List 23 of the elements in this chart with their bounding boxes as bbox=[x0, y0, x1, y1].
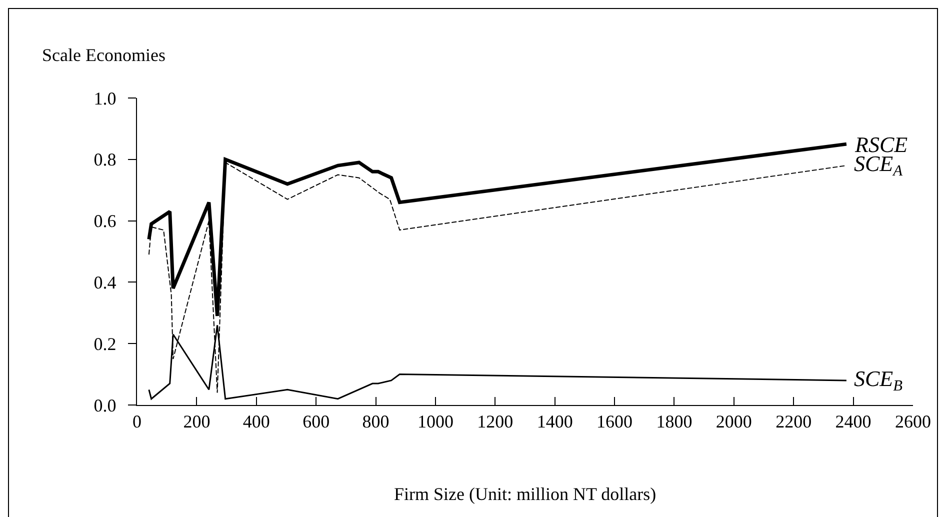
x-tick-label: 1400 bbox=[536, 412, 573, 432]
x-tick-label: 2200 bbox=[776, 412, 812, 432]
x-tick-label: 2400 bbox=[835, 412, 872, 432]
x-tick-label: 200 bbox=[183, 412, 210, 432]
y-tick-label: 0.4 bbox=[94, 272, 116, 292]
y-tick-label: 0.0 bbox=[94, 395, 116, 416]
y-tick-label: 0.2 bbox=[94, 334, 116, 354]
x-axis-title: Firm Size (Unit: million NT dollars) bbox=[394, 484, 656, 504]
x-tick-label: 1800 bbox=[656, 412, 692, 432]
y-axis-title: Scale Economies bbox=[42, 45, 166, 65]
x-tick-label: 1000 bbox=[417, 412, 454, 432]
series-label: SCE$_{B}$ bbox=[854, 366, 904, 395]
x-tick-label: 800 bbox=[362, 412, 390, 432]
y-tick-label: 0.8 bbox=[94, 150, 116, 170]
y-tick-label: 0.6 bbox=[94, 211, 116, 232]
x-tick-label: 600 bbox=[302, 412, 330, 432]
x-tick-label: 1600 bbox=[596, 412, 633, 432]
x-tick-label: 0 bbox=[132, 412, 142, 432]
x-tick-label: 1200 bbox=[477, 412, 514, 432]
y-tick-label: 1.0 bbox=[94, 88, 116, 108]
x-tick-label: 2600 bbox=[895, 412, 931, 432]
x-tick-label: 400 bbox=[242, 412, 270, 432]
x-tick-label: 2000 bbox=[716, 412, 752, 432]
